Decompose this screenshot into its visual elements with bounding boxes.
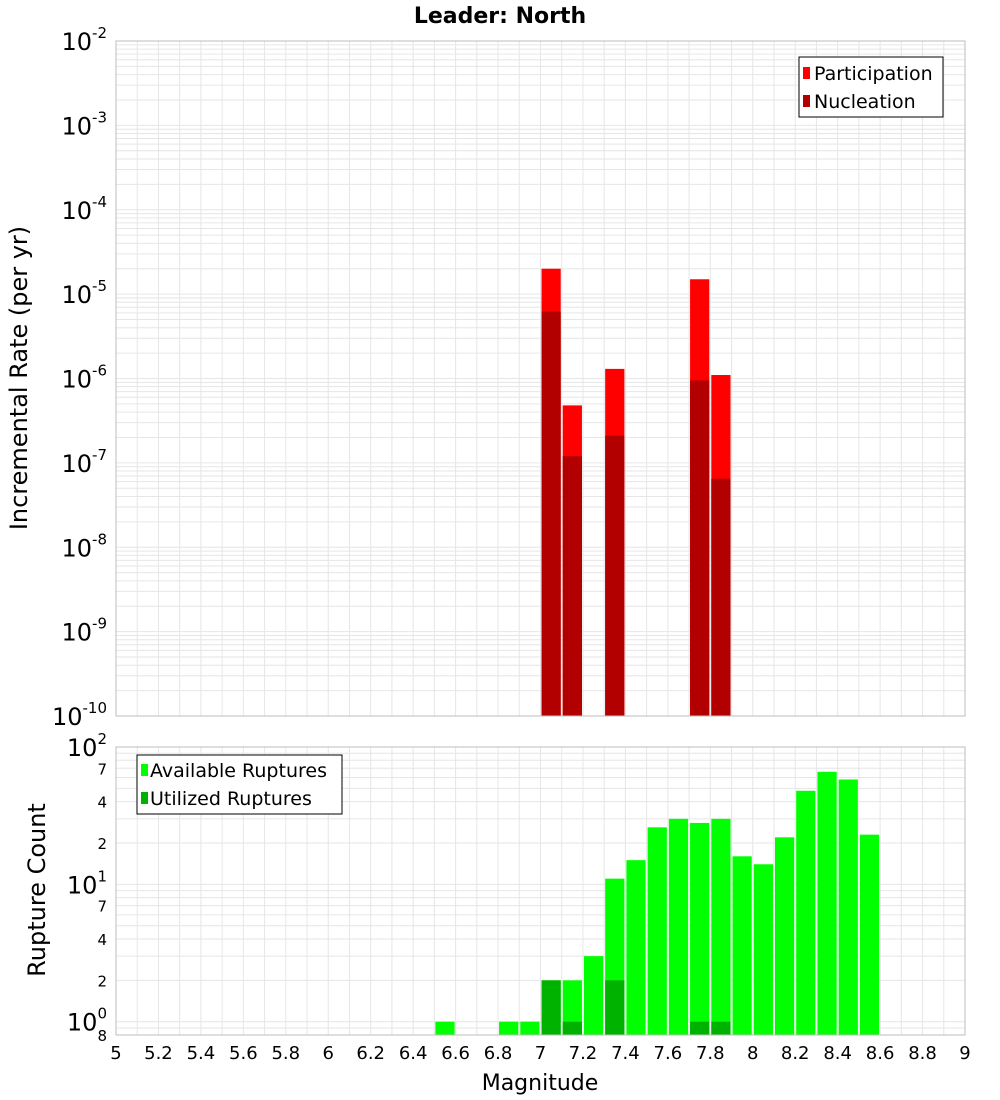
rate-plot-frame: [115, 40, 966, 717]
x-tick-label: 6.8: [484, 1043, 513, 1064]
count-y-ticks: 100 101 102 8 2 4 7 2 4 7: [67, 730, 107, 1045]
y-tick-label: 10-2: [61, 24, 107, 56]
y-minor-tick-label: 4: [97, 794, 107, 812]
y-minor-tick-label: 7: [97, 898, 107, 916]
x-tick-label: 7.4: [611, 1043, 640, 1064]
bar-nucleation: [711, 478, 731, 716]
x-tick-label: 8.6: [866, 1043, 895, 1064]
y-tick-label: 101: [67, 867, 107, 899]
count-legend-box: [136, 754, 343, 815]
y-tick-label: 10-7: [61, 446, 107, 478]
bar-available-ruptures: [838, 779, 858, 1035]
x-tick-label: 8: [747, 1043, 758, 1064]
x-tick-label: 6.2: [356, 1043, 385, 1064]
bar-nucleation: [690, 380, 710, 716]
y-tick-label: 10-8: [61, 530, 107, 562]
x-tick-label: 7.8: [696, 1043, 725, 1064]
y-tick-label: 10-6: [61, 362, 107, 394]
x-axis-label: Magnitude: [482, 1071, 599, 1096]
bar-utilized-ruptures: [562, 1021, 582, 1035]
count-y-axis-label: Rupture Count: [23, 803, 51, 977]
bar-available-ruptures: [711, 818, 731, 1035]
y-minor-tick-label: 2: [97, 835, 107, 853]
rate-grid: [115, 40, 966, 717]
bar-available-ruptures: [732, 856, 752, 1035]
bar-nucleation: [541, 311, 561, 716]
rate-panel: 10-10 10-9 10-8 10-7 10-6 10-5 10-4 10-3 10-2 In…: [5, 24, 966, 731]
bar-available-ruptures: [520, 1021, 540, 1035]
bar-nucleation: [562, 456, 582, 716]
bar-available-ruptures: [499, 1021, 519, 1035]
legend-swatch-participation: [803, 67, 810, 79]
legend-label-utilized: Utilized Ruptures: [150, 788, 312, 810]
x-tick-label: 5.2: [144, 1043, 173, 1064]
legend-label-participation: Participation: [814, 63, 933, 85]
bar-available-ruptures: [626, 860, 646, 1035]
bar-available-ruptures: [562, 980, 582, 1035]
chart-title: Leader: North: [414, 4, 586, 29]
x-tick-label: 7.2: [569, 1043, 598, 1064]
bar-available-ruptures: [817, 771, 837, 1035]
y-tick-label: 10-10: [52, 699, 107, 731]
y-tick-label: 10-5: [61, 277, 107, 309]
bar-utilized-ruptures: [690, 1021, 710, 1035]
y-tick-label: 10-4: [61, 193, 107, 225]
bar-nucleation: [605, 435, 625, 716]
y-minor-tick-label: 4: [97, 931, 107, 949]
x-tick-label: 6.6: [441, 1043, 470, 1064]
bar-available-ruptures: [753, 864, 773, 1035]
x-tick-label: 5: [110, 1043, 121, 1064]
legend-swatch-nucleation: [803, 95, 810, 107]
bar-utilized-ruptures: [605, 980, 625, 1035]
rate-legend: Participation Nucleation: [798, 56, 944, 118]
y-minor-tick-label: 7: [97, 760, 107, 778]
rate-bars: [541, 268, 731, 716]
x-tick-label: 5.8: [271, 1043, 300, 1064]
y-tick-label: 10-9: [61, 615, 107, 647]
y-tick-label: 102: [67, 730, 107, 762]
y-minor-tick-label: 2: [97, 972, 107, 990]
x-tick-label: 8.8: [908, 1043, 937, 1064]
rate-y-axis-label: Incremental Rate (per yr): [5, 226, 33, 530]
x-tick-label: 6.4: [399, 1043, 428, 1064]
legend-swatch-utilized: [141, 792, 148, 804]
count-plot-frame: [115, 746, 966, 1036]
x-tick-label: 6: [323, 1043, 334, 1064]
x-tick-label: 9: [959, 1043, 970, 1064]
bar-available-ruptures: [796, 790, 816, 1035]
bar-available-ruptures: [647, 827, 667, 1035]
bar-utilized-ruptures: [711, 1021, 731, 1035]
bar-available-ruptures: [774, 837, 795, 1035]
x-tick-label: 8.2: [781, 1043, 810, 1064]
count-legend: Available Ruptures Utilized Ruptures: [136, 754, 343, 815]
bar-available-ruptures: [583, 956, 604, 1035]
x-tick-label: 7: [535, 1043, 546, 1064]
x-tick-label: 5.4: [187, 1043, 216, 1064]
legend-swatch-available: [141, 764, 148, 776]
bar-available-ruptures: [690, 822, 710, 1035]
bar-available-ruptures: [435, 1021, 455, 1035]
bar-utilized-ruptures: [541, 980, 561, 1035]
count-bars: [435, 771, 880, 1035]
y-minor-tick-label: 8: [97, 1027, 107, 1045]
count-x-ticks: 5 5.2 5.4 5.6 5.8 6 6.2 6.4 6.6 6.8 7 7.2 7.4 7.6 7.8 8…: [110, 1043, 970, 1064]
bar-available-ruptures: [859, 834, 880, 1035]
legend-label-nucleation: Nucleation: [814, 91, 916, 113]
y-tick-label: 100: [67, 1005, 107, 1037]
rate-y-ticks: 10-10 10-9 10-8 10-7 10-6 10-5 10-4 10-3 10-2: [52, 24, 107, 731]
x-tick-label: 7.6: [654, 1043, 683, 1064]
x-tick-label: 5.6: [229, 1043, 258, 1064]
bar-available-ruptures: [668, 818, 689, 1035]
legend-label-available: Available Ruptures: [150, 760, 327, 782]
count-panel: 100 101 102 8 2 4 7 2 4 7 5 5.2 5.4 5.6 5.8 6 6.2 6.4 6.6…: [23, 730, 971, 1096]
rate-legend-box: [798, 56, 944, 118]
y-tick-label: 10-3: [61, 108, 107, 140]
x-tick-label: 8.4: [823, 1043, 852, 1064]
